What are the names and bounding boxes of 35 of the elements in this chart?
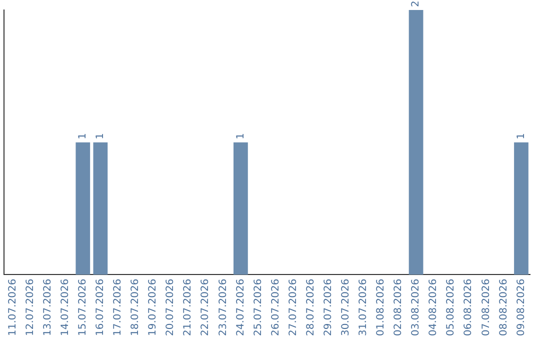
x-tick-label: 08.08.2026	[498, 278, 510, 336]
x-tick-label: 22.07.2026	[200, 278, 212, 336]
x-tick-label: 20.07.2026	[165, 278, 176, 336]
x-tick-label: 31.07.2026	[358, 278, 370, 336]
x-tick-label: 21.07.2026	[182, 278, 194, 336]
data-label: 1	[235, 132, 246, 140]
x-tick-label: 25.07.2026	[252, 278, 264, 336]
x-tick-label: 12.07.2026	[24, 278, 36, 336]
x-tick-label: 23.07.2026	[218, 278, 229, 336]
x-tick-label: 02.08.2026	[393, 278, 404, 336]
data-label: 1	[95, 132, 106, 140]
x-tick-label: 29.07.2026	[322, 278, 334, 336]
x-tick-label: 14.07.2026	[60, 278, 71, 336]
x-tick-label: 07.08.2026	[480, 278, 492, 336]
x-tick-label: 15.07.2026	[77, 278, 88, 336]
x-tick-label: 04.08.2026	[428, 278, 440, 336]
data-label: 1	[77, 132, 88, 140]
x-tick-label: 24.07.2026	[235, 278, 246, 336]
x-tick-label: 16.07.2026	[95, 278, 106, 336]
x-tick-label: 28.07.2026	[305, 278, 316, 336]
x-tick-label: 01.08.2026	[376, 278, 387, 336]
x-tick-label: 18.07.2026	[130, 278, 142, 336]
x-tick-label: 26.07.2026	[270, 278, 282, 336]
x-tick-label: 06.08.2026	[463, 278, 474, 336]
data-label: 1	[516, 132, 527, 140]
x-tick-label: 30.07.2026	[340, 278, 352, 336]
x-tick-label: 05.08.2026	[446, 278, 457, 336]
data-label: 2	[410, 0, 422, 7]
x-tick-label: 03.08.2026	[410, 278, 422, 336]
x-tick-label: 17.07.2026	[112, 278, 124, 336]
x-tick-label: 11.07.2026	[7, 278, 18, 336]
x-tick-label: 13.07.2026	[42, 278, 54, 336]
x-tick-label: 09.08.2026	[516, 278, 527, 336]
x-tick-label: 19.07.2026	[148, 278, 159, 336]
x-tick-label: 27.07.2026	[288, 278, 299, 336]
